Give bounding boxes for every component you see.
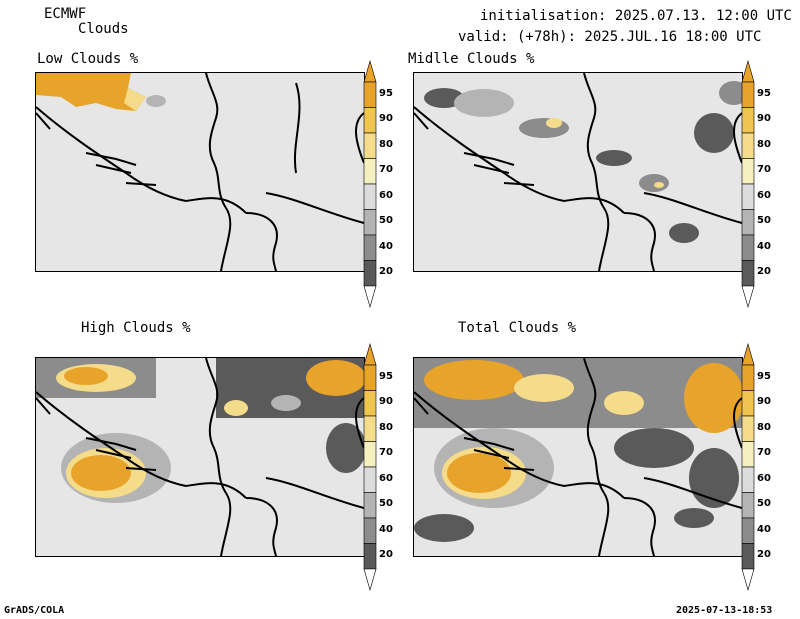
colorbar-top-arrow [741,343,755,366]
colorbar-label: 95 [757,370,771,382]
colorbar-segment [741,158,755,185]
map-low-clouds [35,72,365,272]
colorbar-label: 40 [757,240,771,252]
colorbar-bottom-arrow [363,285,377,308]
colorbar-label: 90 [757,113,771,125]
colorbar-segment [741,132,755,159]
colorbar-segment [741,209,755,236]
panel-title-mid: Midlle Clouds % [408,51,535,67]
colorbar-label: 20 [757,549,771,561]
colorbar-segment [363,209,377,236]
colorbar-label: 80 [379,421,393,433]
map-middle-clouds [413,72,743,272]
map-high-clouds [35,357,365,557]
colorbar-segment [363,390,377,417]
colorbar-label: 50 [757,498,771,510]
colorbar-segment [363,234,377,261]
colorbar-segment [741,441,755,468]
colorbar-label: 20 [379,266,393,278]
colorbar-label: 70 [379,164,393,176]
colorbar-label: 70 [757,447,771,459]
colorbar-label: 60 [757,472,771,484]
colorbar-label: 60 [757,189,771,201]
colorbar-bottom-arrow [363,568,377,591]
colorbar-label: 40 [379,523,393,535]
colorbar-label: 95 [379,370,393,382]
colorbar-segment [741,517,755,544]
colorbar-segment [741,390,755,417]
colorbar-segment [741,543,755,570]
colorbar-top-arrow [363,60,377,83]
colorbar-label: 50 [757,215,771,227]
colorbar-segment [363,107,377,134]
colorbar-label: 40 [757,523,771,535]
colorbar-label: 80 [757,138,771,150]
colorbar-segment [363,517,377,544]
product-name: Clouds [78,21,129,37]
colorbar-segment [363,81,377,108]
colorbar-segment [363,441,377,468]
colorbar-label: 40 [379,240,393,252]
colorbar-label: 50 [379,498,393,510]
colorbar-top-arrow [741,60,755,83]
colorbar-label: 95 [757,87,771,99]
colorbar-segment [741,260,755,287]
colorbar-segment [741,107,755,134]
colorbar-segment [741,415,755,442]
colorbar-segment [363,132,377,159]
colorbar-segment [363,183,377,210]
footer-software: GrADS/COLA [4,605,65,616]
colorbar-label: 60 [379,189,393,201]
colorbar-segment [363,364,377,391]
colorbar-label: 20 [379,549,393,561]
colorbar-label: 80 [757,421,771,433]
panel-title-total: Total Clouds % [458,320,577,336]
map-total-clouds [413,357,743,557]
colorbar-label: 90 [757,396,771,408]
colorbar-label: 70 [757,164,771,176]
colorbar-top-arrow [363,343,377,366]
colorbar-label: 80 [379,138,393,150]
colorbar-segment [741,183,755,210]
colorbar-label: 60 [379,472,393,484]
valid-time: valid: (+78h): 2025.JUL.16 18:00 UTC [458,29,762,45]
colorbar-label: 90 [379,396,393,408]
colorbar-label: 90 [379,113,393,125]
colorbar-segment [363,415,377,442]
colorbar-segment [741,234,755,261]
footer-timestamp: 2025-07-13-18:53 [676,605,773,616]
colorbar-segment [363,260,377,287]
panel-title-low: Low Clouds % [37,51,139,67]
colorbar-segment [741,364,755,391]
colorbar-bottom-arrow [741,568,755,591]
colorbar-label: 20 [757,266,771,278]
colorbar-segment [741,81,755,108]
colorbar-label: 95 [379,87,393,99]
init-time: initialisation: 2025.07.13. 12:00 UTC [480,8,792,24]
panel-title-high: High Clouds % [81,320,191,336]
model-name: ECMWF [44,6,87,22]
colorbar-bottom-arrow [741,285,755,308]
colorbar-segment [363,492,377,519]
colorbar-segment [741,466,755,493]
colorbar-segment [363,543,377,570]
colorbar-segment [741,492,755,519]
colorbar-segment [363,158,377,185]
colorbar-label: 70 [379,447,393,459]
colorbar-label: 50 [379,215,393,227]
colorbar-segment [363,466,377,493]
